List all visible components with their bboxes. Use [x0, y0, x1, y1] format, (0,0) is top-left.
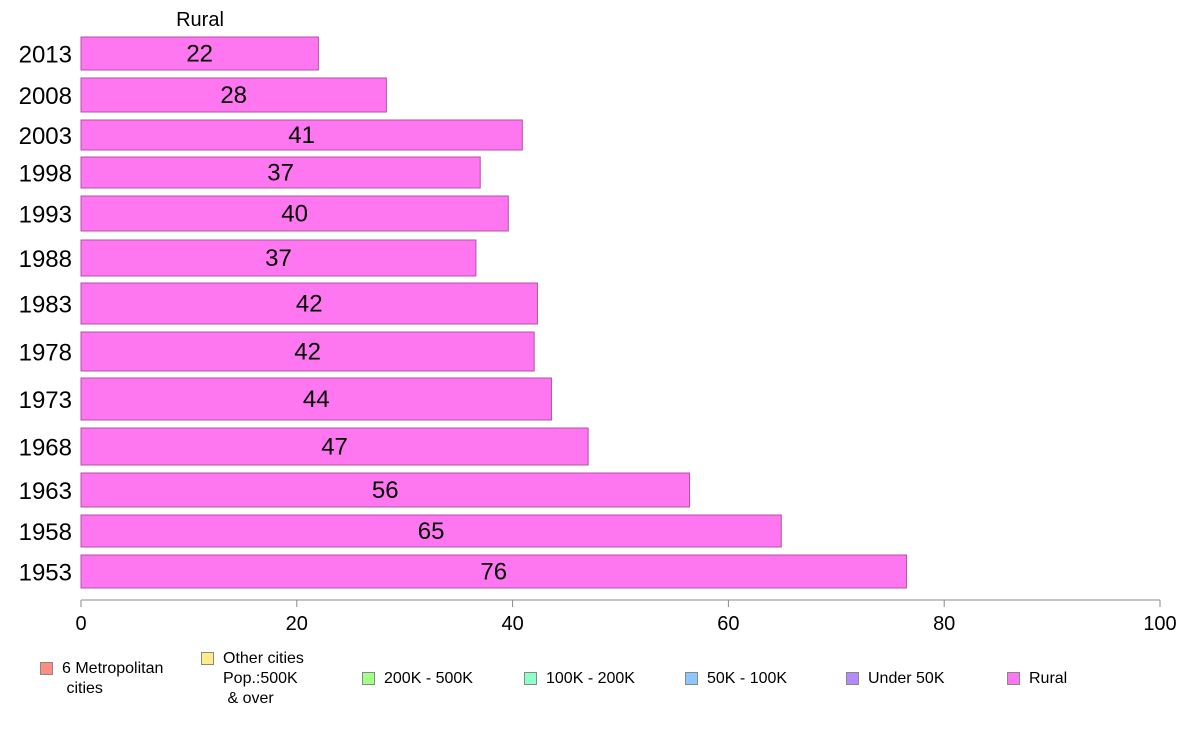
bar-label-1978: 42 — [294, 339, 321, 366]
chart-title: Rural — [176, 9, 224, 31]
category-label-2013: 2013 — [19, 42, 72, 69]
legend-swatch — [1007, 672, 1020, 685]
bar-1953 — [80, 554, 907, 589]
x-tick-label: 100 — [1143, 613, 1176, 635]
bar-1958 — [80, 514, 782, 548]
legend-label: 50K - 100K — [707, 670, 788, 687]
legend-item: 200K - 500K — [362, 669, 473, 689]
legend-swatch — [362, 672, 375, 685]
legend-swatch — [685, 672, 698, 685]
category-label-1973: 1973 — [19, 387, 72, 414]
legend-item: 50K - 100K — [685, 669, 787, 689]
bar-chart: Rural 22 2013 28 2008 41 2003 37 1998 40 1993 37 19… — [19, 9, 1177, 635]
x-tick-label: 20 — [286, 613, 308, 635]
legend-item: 6 Metropolitan cities — [40, 659, 163, 699]
bar-label-1998: 37 — [267, 160, 294, 187]
category-label-1978: 1978 — [19, 340, 72, 367]
category-label-2003: 2003 — [19, 123, 72, 150]
category-label-1988: 1988 — [19, 246, 72, 273]
category-label-1998: 1998 — [19, 161, 72, 188]
legend-label: Rural — [1029, 670, 1068, 687]
bar-2003 — [80, 119, 523, 151]
bar-1973 — [80, 377, 552, 421]
bar-1963 — [80, 472, 691, 508]
legend-item: Rural — [1007, 669, 1067, 689]
bar-label-2003: 41 — [288, 122, 315, 149]
bar-1998 — [80, 156, 481, 189]
bar-label-1958: 65 — [418, 518, 445, 545]
category-label-1953: 1953 — [19, 560, 72, 587]
bar-label-2013: 22 — [186, 41, 213, 68]
bar-1968 — [80, 427, 589, 466]
bar-label-1953: 76 — [480, 559, 507, 586]
bar-label-1993: 40 — [281, 201, 308, 228]
bars-group: 22 2013 28 2008 41 2003 37 1998 40 1993 37 1988 42 19… — [19, 36, 907, 589]
bar-label-1968: 47 — [321, 434, 348, 461]
legend-swatch — [201, 652, 214, 665]
category-label-1968: 1968 — [19, 435, 72, 462]
x-tick-label: 40 — [501, 613, 523, 635]
legend-label: Under 50K — [868, 670, 945, 687]
category-label-1963: 1963 — [19, 478, 72, 505]
bar-label-1983: 42 — [296, 291, 323, 318]
bar-1978 — [80, 331, 535, 372]
x-tick-label: 0 — [75, 613, 86, 635]
bar-1983 — [80, 282, 538, 325]
category-label-2008: 2008 — [19, 83, 72, 110]
legend-item: Under 50K — [846, 669, 945, 689]
bar-1993 — [80, 195, 509, 232]
x-axis: 0 20 40 60 80 100 — [75, 599, 1177, 635]
legend-swatch — [40, 662, 53, 675]
x-tick-label: 60 — [717, 613, 739, 635]
bar-label-1963: 56 — [372, 477, 399, 504]
legend: 6 Metropolitan cities Other cities Pop.:5… — [0, 645, 1188, 725]
legend-item: 100K - 200K — [524, 669, 635, 689]
bar-label-1988: 37 — [265, 245, 292, 272]
bar-label-1973: 44 — [303, 386, 330, 413]
legend-item: Other cities Pop.:500K & over — [201, 649, 304, 709]
category-label-1993: 1993 — [19, 202, 72, 229]
legend-label: 6 Metropolitan cities — [62, 660, 164, 697]
legend-swatch — [524, 672, 537, 685]
category-label-1983: 1983 — [19, 292, 72, 319]
bar-2008 — [80, 77, 387, 113]
legend-label: 200K - 500K — [384, 670, 473, 687]
bar-1988 — [80, 239, 477, 277]
bar-2013 — [80, 36, 319, 71]
legend-label: Other cities Pop.:500K & over — [223, 650, 304, 707]
category-label-1958: 1958 — [19, 519, 72, 546]
legend-label: 100K - 200K — [546, 670, 635, 687]
legend-swatch — [846, 672, 859, 685]
x-tick-label: 80 — [933, 613, 955, 635]
bar-label-2008: 28 — [220, 82, 247, 109]
